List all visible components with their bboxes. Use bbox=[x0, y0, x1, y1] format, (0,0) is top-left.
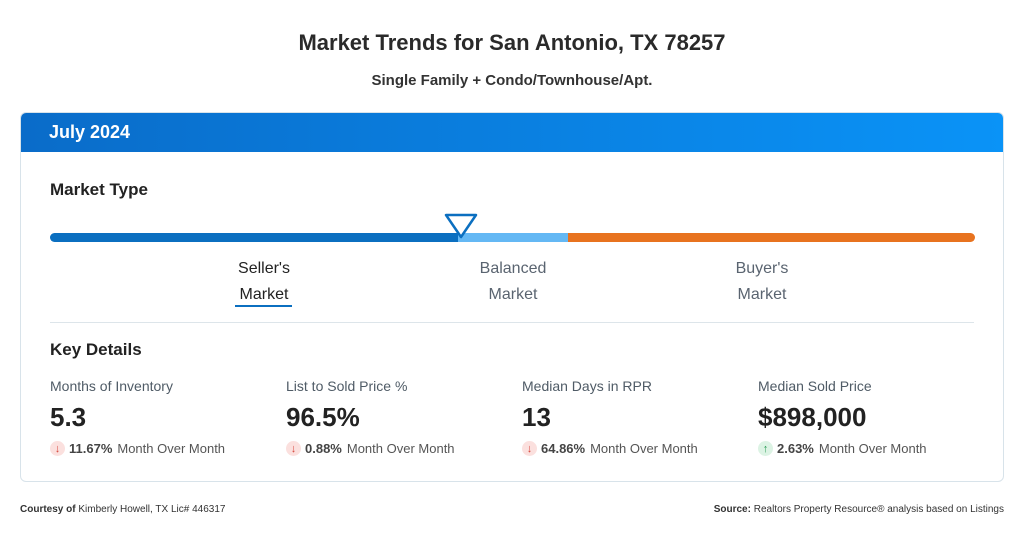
label-line: Buyer's bbox=[735, 260, 789, 277]
metric-months-of-inventory: Months of Inventory 5.3 ↓ 11.67% Month Ove… bbox=[50, 378, 280, 456]
metric-name: List to Sold Price % bbox=[286, 378, 408, 394]
metric-change-suffix: Month Over Month bbox=[117, 441, 226, 456]
metric-list-to-sold: List to Sold Price % 96.5% ↓ 0.88% Month O… bbox=[286, 378, 516, 456]
label-line: Seller's bbox=[238, 260, 290, 277]
market-type-heading: Market Type bbox=[50, 180, 148, 199]
divider bbox=[50, 322, 974, 323]
buyers-market-label[interactable]: Buyer's Market bbox=[702, 256, 822, 308]
metric-change: 64.86% bbox=[541, 441, 586, 456]
market-indicator-icon bbox=[444, 213, 478, 239]
selected-underline bbox=[235, 305, 292, 307]
arrow-down-icon: ↓ bbox=[522, 441, 537, 456]
metric-change-suffix: Month Over Month bbox=[346, 441, 455, 456]
key-details-heading: Key Details bbox=[50, 340, 142, 359]
courtesy-footer: Courtesy of Kimberly Howell, TX Lic# 446… bbox=[20, 504, 225, 515]
metric-change: 0.88% bbox=[305, 441, 342, 456]
metric-name: Median Sold Price bbox=[758, 378, 872, 394]
balanced-segment bbox=[458, 233, 568, 242]
sellers-segment bbox=[50, 233, 458, 242]
page-title: Market Trends for San Antonio, TX 78257 bbox=[298, 30, 726, 55]
period-header: July 2024 bbox=[21, 113, 1003, 152]
sellers-market-label[interactable]: Seller's Market bbox=[204, 256, 324, 308]
metric-change-suffix: Month Over Month bbox=[818, 441, 927, 456]
source-footer: Source: Realtors Property Resource® anal… bbox=[714, 504, 1004, 515]
metric-name: Median Days in RPR bbox=[522, 378, 652, 394]
metric-median-days: Median Days in RPR 13 ↓ 64.86% Month Over … bbox=[522, 378, 752, 456]
metric-change: 11.67% bbox=[69, 441, 113, 456]
buyers-segment bbox=[568, 233, 975, 242]
metric-value: 13 bbox=[522, 402, 551, 432]
arrow-down-icon: ↓ bbox=[50, 441, 65, 456]
market-trends-card: July 2024 Market Type Seller's Market Bal… bbox=[20, 112, 1004, 482]
metric-name: Months of Inventory bbox=[50, 378, 173, 394]
metric-change-suffix: Month Over Month bbox=[590, 441, 698, 456]
arrow-up-icon: ↑ bbox=[758, 441, 773, 456]
courtesy-label: Courtesy of bbox=[20, 504, 76, 515]
courtesy-text: Kimberly Howell, TX Lic# 446317 bbox=[78, 504, 226, 515]
metric-value: $898,000 bbox=[758, 402, 867, 432]
label-line: Balanced bbox=[479, 260, 547, 277]
balanced-market-label[interactable]: Balanced Market bbox=[453, 256, 573, 308]
metric-median-sold-price: Median Sold Price $898,000 ↑ 2.63% Month O… bbox=[758, 378, 988, 456]
source-label: Source: bbox=[713, 504, 751, 515]
label-line: Market bbox=[737, 286, 787, 303]
label-line: Market bbox=[239, 286, 289, 303]
arrow-down-icon: ↓ bbox=[286, 441, 301, 456]
page-subtitle: Single Family + Condo/Townhouse/Apt. bbox=[371, 72, 653, 89]
metric-value: 96.5% bbox=[286, 402, 360, 432]
metric-change: 2.63% bbox=[777, 441, 814, 456]
source-text: Realtors Property Resource® analysis bas… bbox=[753, 504, 1004, 515]
metric-value: 5.3 bbox=[50, 402, 87, 432]
label-line: Market bbox=[488, 286, 538, 303]
